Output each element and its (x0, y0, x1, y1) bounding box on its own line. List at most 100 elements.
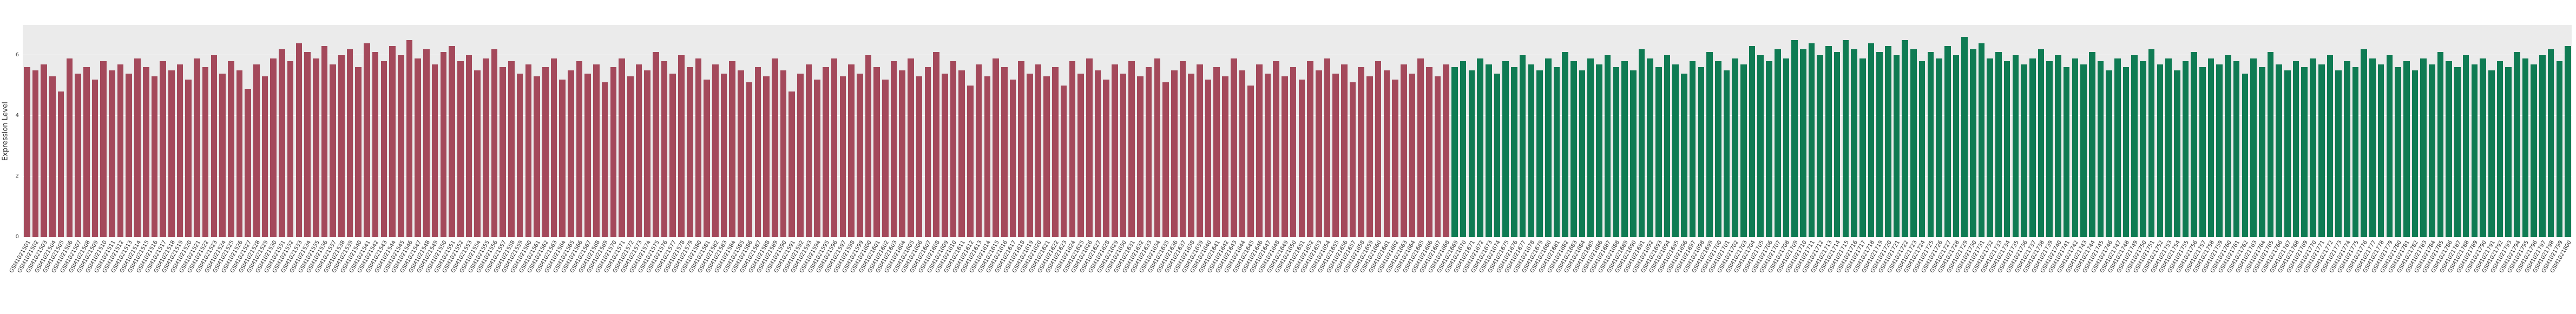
bar-slot (2317, 25, 2326, 237)
bar-slot (108, 25, 116, 237)
bar-slot (1408, 25, 1417, 237)
bar (1128, 61, 1135, 237)
bar-slot (498, 25, 507, 237)
bar (1970, 49, 1976, 237)
bar (2072, 58, 2079, 237)
bar (1553, 67, 1560, 237)
bar (1681, 73, 1687, 237)
bar-slot (65, 25, 74, 237)
bar-slot (1519, 25, 1527, 237)
bar-slot (244, 25, 252, 237)
bar-slot (2181, 25, 2190, 237)
bar (559, 79, 566, 237)
bar-slot (507, 25, 516, 237)
y-axis-ticks: 0 2 4 6 (11, 25, 21, 240)
bar (1502, 61, 1509, 237)
bar (1137, 76, 1144, 237)
bar-slot (609, 25, 618, 237)
bar (933, 52, 939, 237)
bar (423, 49, 430, 237)
bar-slot (1808, 25, 1816, 237)
bar-slot (2292, 25, 2301, 237)
bar-slot (1442, 25, 1450, 237)
bar-slot (2428, 25, 2436, 237)
bar (848, 64, 855, 237)
bar (1834, 52, 1841, 237)
bar (1808, 43, 1815, 237)
bar (1417, 58, 1424, 237)
bar (1060, 86, 1067, 237)
bar (66, 58, 73, 237)
bar-slot (1076, 25, 1085, 237)
bar-slot (2215, 25, 2224, 237)
bar-slot (209, 25, 218, 237)
bar (2318, 64, 2325, 237)
x-labels-row: GSM1021501 GSM1021502 GSM1021503 GSM1021504… (8, 238, 2572, 312)
bar-slot (1620, 25, 1629, 237)
bar (882, 79, 889, 237)
bar-slot (422, 25, 431, 237)
bar-slot (380, 25, 389, 237)
bar (1944, 46, 1951, 237)
bar (1035, 64, 1042, 237)
bar (100, 61, 107, 237)
bar (1349, 82, 1356, 237)
bar-slot (57, 25, 65, 237)
bar-slot (1799, 25, 1808, 237)
bar-slot (2122, 25, 2131, 237)
bar (873, 67, 880, 237)
bar (1451, 67, 1458, 237)
bar (1817, 55, 1824, 237)
bar-slot (346, 25, 354, 237)
bar-slot (1060, 25, 1068, 237)
bar-slot (320, 25, 329, 237)
bar (321, 46, 328, 237)
bar (1485, 64, 1492, 237)
bar (1400, 64, 1407, 237)
bar (1383, 70, 1390, 237)
bar-slot (1179, 25, 1187, 237)
bar-slot (286, 25, 295, 237)
bar (1910, 49, 1917, 237)
bar (176, 64, 183, 237)
bar (1443, 64, 1450, 237)
bar-slot (2207, 25, 2216, 237)
bar-slot (1391, 25, 1399, 237)
bar (508, 61, 515, 237)
bar (550, 58, 557, 237)
bar-slot (1009, 25, 1017, 237)
bar-slot (413, 25, 422, 237)
bar (1112, 64, 1118, 237)
bar (2488, 70, 2495, 237)
bar (2199, 67, 2206, 237)
bar (899, 70, 906, 237)
bar-slot (2097, 25, 2105, 237)
bar (364, 43, 370, 237)
bar-slot (1824, 25, 1833, 237)
bar (457, 61, 464, 237)
bar (1205, 79, 1212, 237)
bar (856, 73, 863, 237)
bar (1341, 64, 1348, 237)
bar-slot (1017, 25, 1026, 237)
bar-slot (1119, 25, 1128, 237)
bar (312, 58, 319, 237)
bar-slot (1238, 25, 1247, 237)
bar-slot (2275, 25, 2283, 237)
bar-slot (652, 25, 660, 237)
bar (2284, 70, 2291, 237)
bar-slot (1450, 25, 1459, 237)
bar (1154, 58, 1161, 237)
bar-slot (1493, 25, 1502, 237)
bar-slot (1553, 25, 1561, 237)
bar-slot (1671, 25, 1680, 237)
bar (2003, 61, 2010, 237)
bar-slot (328, 25, 337, 237)
bar-slot (737, 25, 745, 237)
bar-slot (82, 25, 91, 237)
bar-slot (702, 25, 711, 237)
bar-slot (694, 25, 703, 237)
bar (1706, 52, 1713, 237)
bar-slot (1349, 25, 1357, 237)
y-tick-label: 6 (15, 52, 19, 58)
